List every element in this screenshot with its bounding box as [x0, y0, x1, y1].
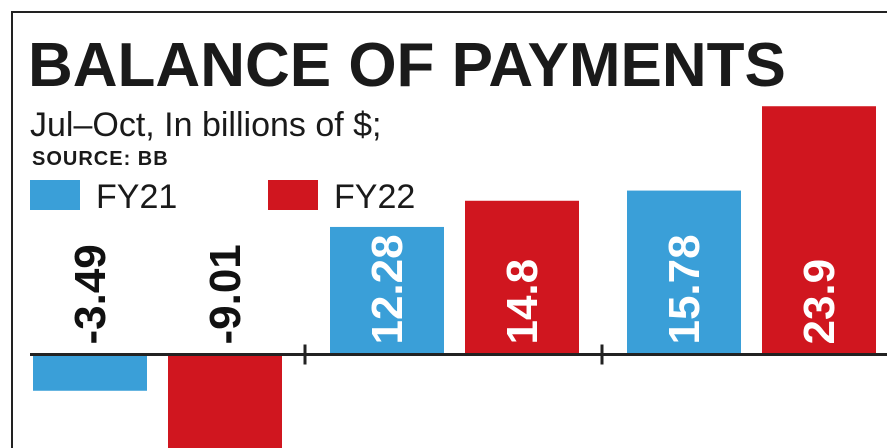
- value-label: 12.28: [363, 234, 412, 344]
- value-label: 14.8: [498, 259, 547, 345]
- value-label: 15.78: [660, 234, 709, 344]
- bar: [762, 106, 876, 355]
- bar: [627, 190, 741, 355]
- chart-subtitle: Jul–Oct, In billions of $;: [30, 106, 382, 144]
- frame: [11, 11, 887, 448]
- legend-label: FY21: [96, 178, 177, 216]
- legend-swatch: [268, 180, 318, 210]
- bar: [330, 226, 444, 355]
- legend-label: FY22: [334, 178, 415, 216]
- legend-swatch: [30, 180, 80, 210]
- bar: [465, 200, 579, 355]
- value-label: -9.01: [201, 244, 250, 344]
- chart-title: BALANCE OF PAYMENTS: [28, 31, 786, 100]
- value-label: 23.9: [795, 259, 844, 345]
- value-label: -3.49: [66, 244, 115, 344]
- bar: [168, 354, 282, 448]
- bar: [33, 354, 147, 391]
- source-note: SOURCE: BB: [32, 148, 169, 170]
